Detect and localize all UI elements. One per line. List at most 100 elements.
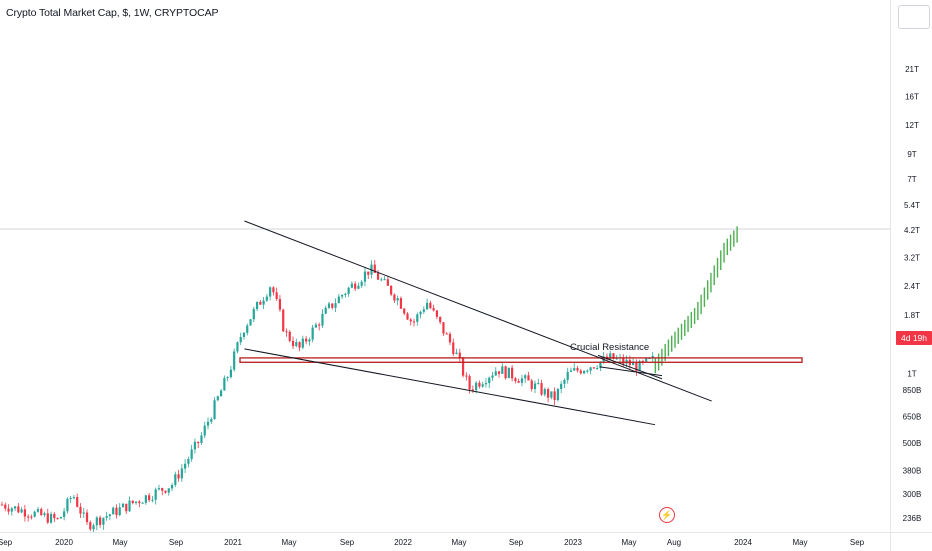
y-tick-label: 16T [905, 92, 919, 101]
candle-body [416, 314, 419, 322]
candle-body [354, 283, 357, 289]
candle-body [609, 353, 612, 360]
projection-series [654, 226, 738, 374]
candle-body [573, 368, 576, 371]
candle-body [426, 302, 429, 310]
candle-body [63, 511, 66, 518]
candle-body [471, 389, 474, 391]
y-tick-label: 21T [905, 65, 919, 74]
candle-body [396, 298, 399, 301]
candle-body [318, 324, 321, 326]
candle-body [0, 504, 4, 506]
candle-body [112, 507, 115, 515]
candle-body [282, 309, 285, 332]
candle-body [465, 375, 468, 377]
candle-body [4, 504, 7, 509]
x-tick-label: Sep [340, 538, 355, 547]
candle-body [13, 506, 17, 509]
candle-body [76, 497, 79, 507]
candle-body [468, 376, 471, 390]
candle-body [350, 283, 353, 288]
candle-body [455, 352, 458, 355]
candle-body [193, 441, 197, 450]
candle-body [295, 342, 298, 347]
candle-body [206, 421, 210, 426]
candle-body [7, 508, 10, 512]
axis-corner [890, 532, 932, 551]
candle-body [537, 383, 540, 385]
candle-body [210, 419, 213, 422]
candle-body [46, 513, 49, 523]
y-tick-label: 500B [903, 439, 922, 448]
y-tick-label: 850B [903, 386, 922, 395]
candle-body [527, 375, 530, 381]
x-tick-label: 2023 [564, 538, 582, 547]
candle-body [432, 308, 435, 311]
candle-body [262, 300, 265, 305]
candle-body [105, 516, 108, 518]
candle-body [170, 485, 174, 489]
channel-upper-line [244, 220, 712, 402]
candle-body [95, 517, 98, 526]
channel-lower-line [244, 348, 656, 426]
candle-body [550, 391, 553, 398]
lightning-icon[interactable]: ⚡ [659, 507, 675, 523]
candle-body [148, 495, 151, 501]
candle-body [157, 488, 161, 490]
candle-body [301, 338, 304, 348]
candle-body [53, 513, 56, 519]
candle-body [92, 525, 95, 530]
candle-body [118, 507, 121, 516]
candle-body [249, 319, 252, 326]
candle-body [154, 489, 157, 500]
candle-body [285, 331, 288, 333]
time-axis[interactable]: Sep 2020 May Sep 2021 May Sep 2022 May Sep 2023 May… [0, 532, 890, 551]
y-tick-label: 5.4T [904, 201, 920, 210]
x-tick-label: Sep [169, 538, 184, 547]
candle-body [344, 293, 347, 295]
candle-body [461, 358, 465, 376]
candle-body [452, 342, 455, 355]
price-axis[interactable]: 236B300B380B500B650B850B1T1.4T1.8T2.4T3.… [890, 0, 932, 532]
candle-body [79, 506, 82, 514]
resistance-label: Crucial Resistance [570, 342, 649, 353]
candle-body [36, 509, 40, 512]
candle-body [308, 339, 311, 342]
candle-body [180, 468, 183, 479]
candle-body [442, 322, 445, 334]
x-tick-label: May [792, 538, 807, 547]
candle-body [33, 511, 36, 517]
candle-body [530, 380, 533, 390]
candle-body [151, 499, 154, 501]
price-chart[interactable]: Crucial Resistance [0, 0, 890, 532]
candle-body [399, 298, 403, 309]
candle-body [265, 296, 268, 301]
candle-body [651, 355, 654, 359]
candle-body [589, 367, 592, 371]
candle-body [520, 378, 524, 383]
candle-body [553, 391, 556, 401]
candle-body [20, 509, 23, 513]
candle-body [546, 389, 550, 398]
candle-body [246, 325, 249, 333]
candle-body [390, 285, 393, 295]
x-tick-label: May [112, 538, 127, 547]
x-tick-label: 2024 [734, 538, 752, 547]
candle-body [586, 370, 589, 372]
candle-body [491, 375, 494, 378]
wedge-lower-line [599, 366, 663, 377]
candle-body [504, 366, 507, 379]
candle-body [373, 264, 376, 274]
candle-body [632, 362, 635, 366]
candle-body [66, 498, 69, 512]
candle-body [347, 287, 350, 294]
candle-body [615, 358, 618, 360]
candle-body [475, 382, 478, 391]
scale-settings-button[interactable] [898, 5, 930, 29]
candle-body [403, 308, 406, 314]
candle-body [445, 333, 448, 335]
candle-body [236, 342, 239, 352]
candle-body [99, 517, 102, 525]
candle-body [543, 389, 546, 395]
candle-body [59, 517, 62, 519]
